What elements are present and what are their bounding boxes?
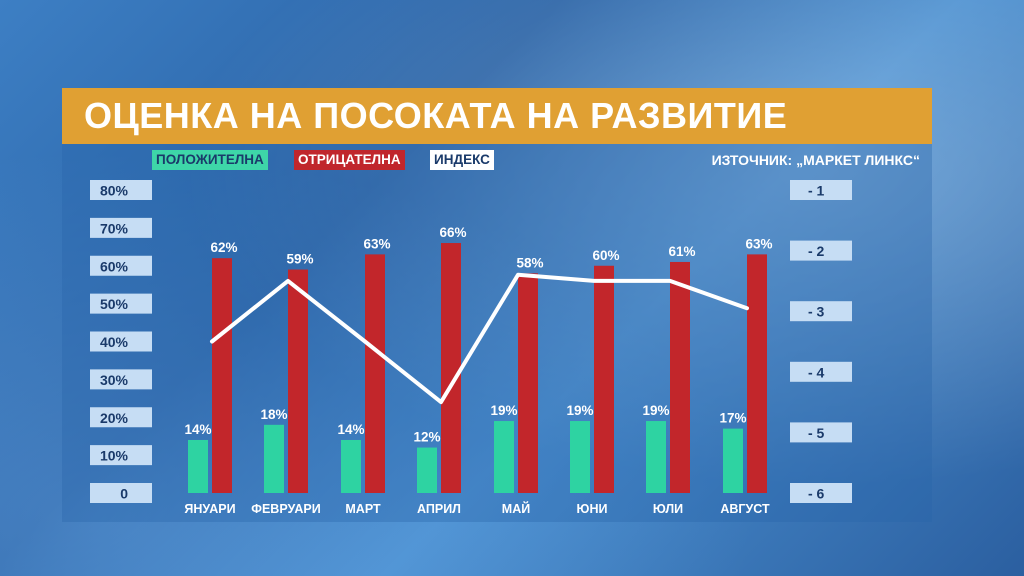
bar-positive-label: 19% (490, 403, 517, 418)
bar-positive-label: 14% (337, 422, 364, 437)
right-axis-tick-label: - 2 (808, 243, 825, 259)
category-label: АВГУСТ (720, 502, 770, 516)
source-label: ИЗТОЧНИК: „МАРКЕТ ЛИНКС“ (711, 152, 920, 168)
right-axis-tick-label: - 1 (808, 183, 825, 199)
bar-negative-label: 58% (516, 255, 543, 270)
bar-negative-label: 66% (439, 225, 466, 240)
bar-negative-label: 61% (668, 244, 695, 259)
category-label: ЮНИ (577, 502, 608, 516)
bar-negative-label: 59% (286, 252, 313, 267)
bar-negative-label: 63% (363, 236, 390, 251)
category-label: МАРТ (345, 502, 381, 516)
legend-negative: ОТРИЦАТЕЛНА (294, 150, 405, 170)
bar-negative (670, 261, 690, 493)
bar-negative (441, 243, 461, 493)
right-axis-tick-label: - 3 (808, 304, 825, 320)
left-axis-tick-label: 40% (100, 334, 129, 350)
right-axis-tick-box (790, 422, 852, 443)
right-axis-tick-box (790, 361, 852, 382)
right-axis-tick-box (790, 240, 852, 261)
bar-positive-label: 12% (413, 430, 440, 445)
bar-positive-label: 19% (566, 403, 593, 418)
bar-positive (494, 421, 514, 493)
left-axis-tick-label: 10% (100, 448, 129, 464)
category-label: ФЕВРУАРИ (251, 502, 320, 516)
bar-negative (747, 254, 767, 493)
legend-index: ИНДЕКС (430, 150, 494, 170)
left-axis-tick-box (90, 293, 152, 314)
left-axis-tick-label: 0 (120, 486, 128, 502)
bar-negative-label: 60% (592, 248, 619, 263)
category-label: МАЙ (502, 501, 530, 516)
left-axis-tick-box (90, 407, 152, 428)
bar-positive-label: 14% (184, 422, 211, 437)
bar-positive (417, 447, 437, 493)
left-axis-tick-box (90, 369, 152, 390)
index-line (210, 272, 749, 405)
bar-positive (570, 421, 590, 493)
bar-positive-label: 17% (719, 411, 746, 426)
category-label: ЯНУАРИ (184, 502, 235, 516)
left-axis-tick-box (90, 180, 152, 200)
bar-negative (365, 254, 385, 493)
bar-negative-label: 63% (745, 236, 772, 251)
bar-positive (264, 424, 284, 493)
bar-negative (288, 269, 308, 493)
left-axis-tick-label: 80% (100, 183, 129, 199)
right-axis-tick-label: - 4 (808, 364, 825, 380)
bar-negative (212, 258, 232, 493)
left-axis-tick-label: 50% (100, 296, 129, 312)
bar-negative (518, 273, 538, 493)
bar-positive (341, 439, 361, 493)
chart-title: ОЦЕНКА НА ПОСОКАТА НА РАЗВИТИЕ (84, 95, 788, 136)
right-axis-tick-box (790, 483, 852, 503)
category-label: ЮЛИ (653, 502, 683, 516)
bar-positive (723, 428, 743, 493)
left-axis-tick-box (90, 445, 152, 466)
bar-negative (594, 265, 614, 493)
left-axis-tick-label: 20% (100, 410, 129, 426)
left-axis-tick-box (90, 255, 152, 276)
right-axis-tick-label: - 6 (808, 486, 825, 502)
left-axis-tick-box (90, 483, 152, 503)
left-axis-tick-box (90, 331, 152, 352)
bar-negative-label: 62% (210, 240, 237, 255)
legend-positive: ПОЛОЖИТЕЛНА (152, 150, 268, 170)
right-axis-tick-box (790, 301, 852, 322)
left-axis-tick-label: 30% (100, 372, 129, 388)
bar-positive-label: 18% (260, 407, 287, 422)
bar-positive-label: 19% (642, 403, 669, 418)
right-axis-tick-label: - 5 (808, 425, 825, 441)
bar-positive (188, 439, 208, 493)
bar-positive (646, 421, 666, 493)
left-axis-tick-label: 70% (100, 220, 129, 236)
right-axis-tick-box (790, 180, 852, 200)
category-label: АПРИЛ (417, 502, 461, 516)
left-axis-tick-box (90, 217, 152, 238)
left-axis-tick-label: 60% (100, 258, 129, 274)
title-bar (62, 88, 932, 144)
